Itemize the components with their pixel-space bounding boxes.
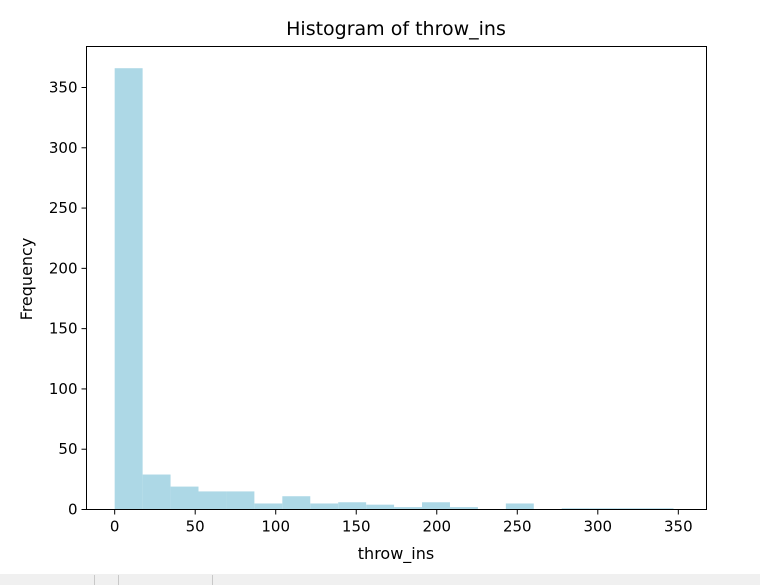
x-tick-label: 100 (261, 518, 290, 536)
y-axis-label: Frequency (17, 238, 36, 321)
histogram-bar (449, 507, 478, 510)
x-axis-label: throw_ins (358, 544, 434, 564)
histogram-bar (338, 502, 367, 510)
histogram-bar (366, 504, 395, 510)
histogram-bar (198, 491, 227, 510)
histogram-bar (142, 474, 171, 510)
histogram-bar (589, 508, 618, 510)
histogram-bar (422, 502, 450, 510)
x-tick-label: 300 (583, 518, 612, 536)
histogram-bar (170, 486, 199, 510)
y-tick-label: 350 (49, 78, 78, 96)
y-tick-label: 50 (58, 440, 77, 458)
y-tick-label: 250 (49, 199, 78, 217)
x-tick-label: 0 (110, 518, 120, 536)
histogram-bar (310, 503, 339, 510)
plot-frame (86, 46, 707, 510)
histogram-bar (282, 496, 311, 510)
footer-strip (0, 574, 760, 585)
footer-divider (212, 575, 213, 585)
y-tick-label: 300 (49, 139, 78, 157)
footer-divider (94, 575, 95, 585)
histogram-bar (114, 68, 143, 510)
histogram-bar (505, 503, 534, 510)
y-tick-label: 200 (49, 259, 78, 277)
bars-group (114, 68, 674, 510)
y-axis-ticks: 0 50 100 150 200 250 300 350 (49, 78, 87, 519)
y-tick-label: 100 (49, 380, 78, 398)
x-tick-label: 250 (503, 518, 532, 536)
histogram-bar (394, 507, 423, 510)
x-tick-label: 150 (342, 518, 371, 536)
footer-divider (118, 575, 119, 585)
histogram-bar (254, 503, 283, 510)
x-tick-label: 200 (422, 518, 451, 536)
x-tick-label: 50 (186, 518, 205, 536)
chart-title: Histogram of throw_ins (286, 18, 506, 40)
histogram-bar (645, 508, 674, 510)
y-tick-label: 150 (49, 320, 78, 338)
histogram-bar (561, 508, 590, 510)
x-axis-ticks: 0 50 100 150 200 250 300 350 (110, 509, 693, 536)
histogram-bar (226, 491, 255, 510)
y-tick-label: 0 (68, 501, 78, 519)
histogram-bar (617, 508, 646, 510)
x-tick-label: 350 (664, 518, 693, 536)
